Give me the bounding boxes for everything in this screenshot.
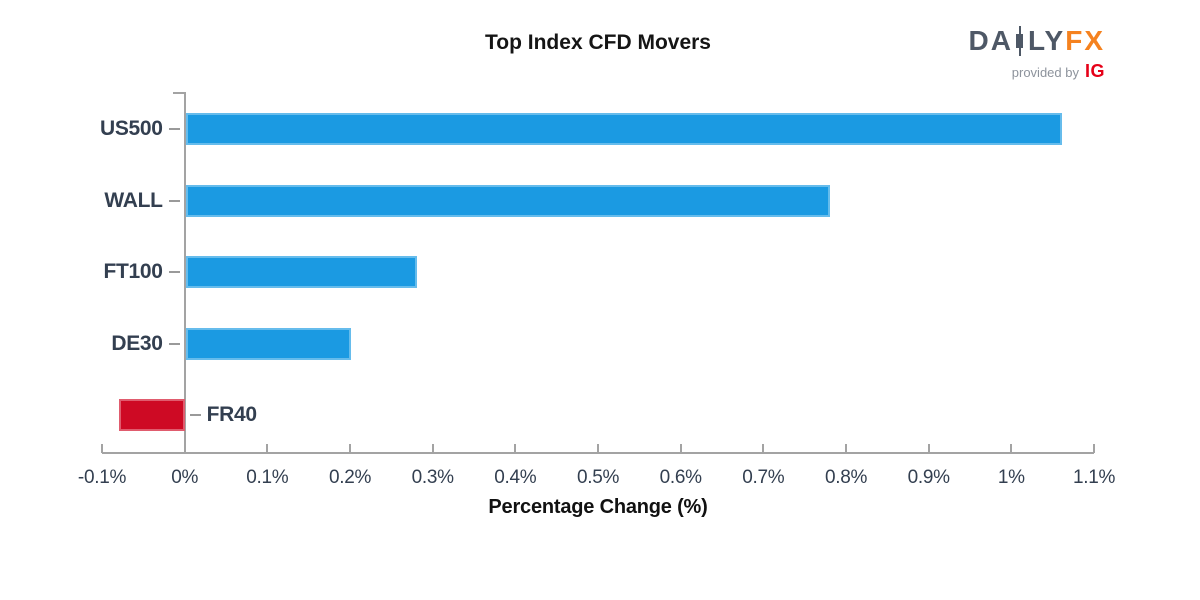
chart-title: Top Index CFD Movers xyxy=(485,31,711,54)
x-tick-label: 0.9% xyxy=(907,467,950,488)
x-axis-tick xyxy=(349,444,351,453)
x-tick-label: 0.2% xyxy=(328,467,372,488)
bar-us500 xyxy=(185,113,1062,145)
category-tick xyxy=(168,199,180,202)
dailyfx-wordmark: DA LY FX xyxy=(969,24,1105,58)
brand-text-fx: FX xyxy=(1065,25,1105,56)
x-axis-tick xyxy=(183,444,186,453)
bar-ft100 xyxy=(185,256,418,288)
x-tick-label: 0.6% xyxy=(659,467,702,488)
bar-fr40 xyxy=(118,399,185,431)
x-tick-label: 0.4% xyxy=(494,467,537,488)
category-label-de30: DE30 xyxy=(111,331,163,355)
x-tick-label: 0% xyxy=(171,467,199,488)
provided-by-line: provided by IG xyxy=(969,61,1105,82)
category-tick xyxy=(168,271,180,273)
x-tick-label: 1% xyxy=(997,467,1025,488)
x-axis-tick xyxy=(101,444,103,453)
x-axis-tick xyxy=(927,444,930,453)
x-axis-tick xyxy=(266,444,269,453)
y-axis-line xyxy=(183,92,186,454)
x-axis-tick xyxy=(1093,444,1095,453)
provided-by-text: provided by xyxy=(1011,65,1079,80)
x-tick-label: 0.5% xyxy=(576,467,620,488)
category-tick xyxy=(189,414,201,416)
candlestick-icon xyxy=(1015,26,1024,56)
x-axis-tick xyxy=(431,444,434,453)
y-axis-end-cap xyxy=(172,92,185,94)
x-axis-tick xyxy=(597,444,599,453)
category-label-wall: WALL xyxy=(104,188,163,212)
brand-text-ly: LY xyxy=(1028,25,1066,56)
dailyfx-logo: DA LY FX provided by IG xyxy=(969,24,1105,82)
category-tick xyxy=(168,342,180,345)
category-label-fr40: FR40 xyxy=(206,403,257,426)
x-tick-label: 1.1% xyxy=(1072,467,1116,488)
x-tick-label: 0.8% xyxy=(824,467,868,488)
x-tick-label: 0.1% xyxy=(246,467,289,488)
x-axis-line xyxy=(102,452,1094,454)
x-axis-tick xyxy=(762,444,765,453)
bar-de30 xyxy=(185,327,351,360)
x-axis-tick xyxy=(679,444,682,453)
ig-logo: IG xyxy=(1084,61,1105,81)
x-axis-tick xyxy=(845,444,847,453)
x-axis-tick xyxy=(1010,444,1013,453)
brand-text-da: DA xyxy=(968,25,1013,56)
x-tick-label: 0.3% xyxy=(411,467,454,488)
category-tick xyxy=(168,128,180,130)
category-label-ft100: FT100 xyxy=(103,260,163,283)
x-axis-tick xyxy=(514,444,517,453)
bar-wall xyxy=(185,184,831,217)
x-axis-title: Percentage Change (%) xyxy=(488,496,708,518)
x-tick-label: -0.1% xyxy=(77,467,127,488)
category-label-us500: US500 xyxy=(99,117,163,140)
x-tick-label: 0.7% xyxy=(742,467,785,488)
